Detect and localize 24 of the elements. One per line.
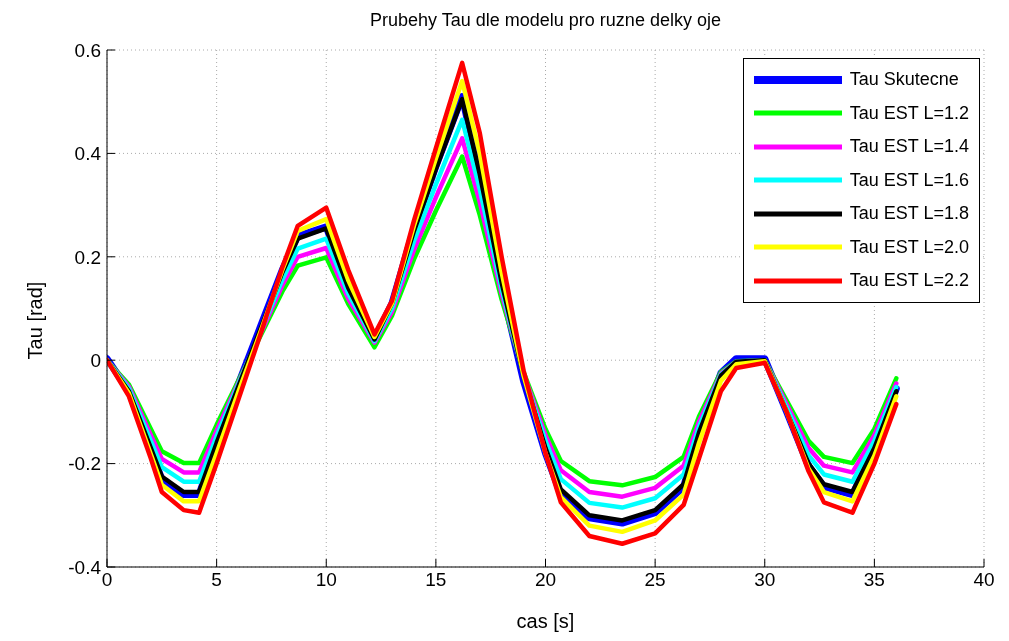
legend-label: Tau EST L=1.6: [849, 169, 969, 191]
x-tick-label: 15: [425, 569, 447, 591]
y-tick-label: 0.4: [74, 143, 102, 165]
x-axis-title: cas [s]: [515, 610, 576, 633]
x-tick-label: 40: [973, 569, 995, 591]
y-tick-label: 0: [90, 349, 101, 371]
x-tick-label: 20: [534, 569, 557, 591]
legend-label: Tau EST L=2.0: [849, 236, 969, 258]
x-tick-label: 5: [211, 569, 222, 591]
legend-label: Tau EST L=2.2: [849, 270, 969, 292]
legend-label: Tau Skutecne: [849, 69, 959, 91]
y-axis-title: Tau [rad]: [23, 281, 47, 359]
legend-label: Tau EST L=1.2: [849, 102, 969, 124]
y-tick-label: -0.4: [68, 556, 102, 578]
y-tick-label: 0.2: [74, 246, 101, 268]
x-tick-label: 35: [863, 569, 885, 591]
chart-title: Prubehy Tau dle modelu pro ruzne delky oje: [369, 10, 722, 31]
y-tick-label: -0.2: [68, 453, 101, 475]
x-tick-label: 25: [644, 569, 666, 591]
y-tick-label: 0.6: [74, 39, 101, 61]
x-tick-label: 30: [754, 569, 776, 591]
legend-label: Tau EST L=1.4: [849, 136, 969, 158]
x-tick-label: 10: [315, 569, 337, 591]
legend-label: Tau EST L=1.8: [849, 203, 969, 225]
